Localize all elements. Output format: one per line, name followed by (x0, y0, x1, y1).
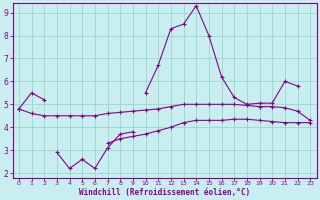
X-axis label: Windchill (Refroidissement éolien,°C): Windchill (Refroidissement éolien,°C) (79, 188, 250, 197)
